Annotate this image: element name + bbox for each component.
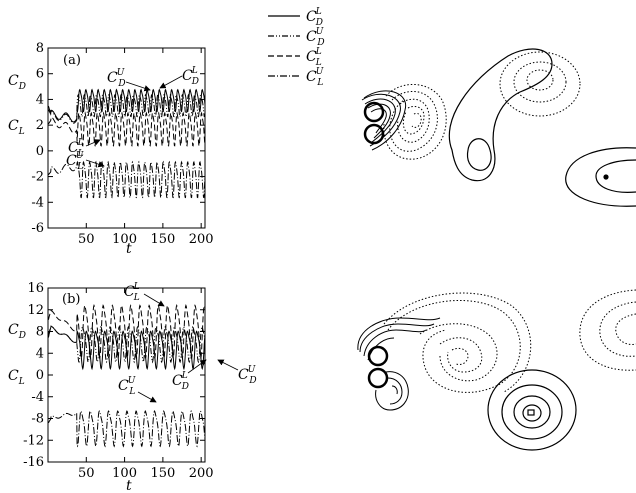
x-tick-label: 200 xyxy=(189,232,214,247)
panel-a-xlabel: t xyxy=(126,241,132,257)
series-line xyxy=(48,111,206,147)
y-tick-label: -16 xyxy=(23,455,44,470)
y-tick-label: 8 xyxy=(36,325,44,340)
x-tick-label: 150 xyxy=(150,466,175,481)
y-tick-label: -6 xyxy=(31,221,44,236)
panel-a-series xyxy=(47,88,206,199)
svg-text:CUL: CU L xyxy=(306,67,324,88)
near-wake-dotted-b xyxy=(383,292,532,393)
panel-b-arrow-cll xyxy=(143,293,165,307)
panel-a-annot-cdl: CL D xyxy=(182,66,199,87)
legend-item-clu: CU L xyxy=(268,67,324,88)
x-tick-label: 50 xyxy=(78,232,95,247)
y-tick-label: 12 xyxy=(27,303,44,318)
panel-a-ylabel-top: CD xyxy=(8,73,26,92)
panel-b-annot-cdl: CL D xyxy=(172,371,189,392)
near-wake-dotted-a xyxy=(383,83,447,160)
y-tick-label: 16 xyxy=(27,281,44,296)
panel-b-series xyxy=(47,304,206,448)
series-line xyxy=(47,304,206,361)
panel-a: 50 100 150 200 -6 -4 -2 0 2 4 6 8 (a) CD CL t CU D C… xyxy=(8,7,325,257)
series-line xyxy=(47,325,206,364)
far-vortex-dotted-b xyxy=(579,289,636,371)
x-tick-label: 100 xyxy=(112,466,137,481)
svg-text:CLD: CL D xyxy=(306,7,323,28)
series-line xyxy=(47,93,206,124)
panel-b-annot-clu: CU L xyxy=(118,376,136,397)
vorticity-contours-b xyxy=(357,289,636,451)
x-tick-label: 150 xyxy=(150,232,175,247)
y-tick-label: 8 xyxy=(36,41,44,56)
panel-a-ticks: 50 100 150 200 -6 -4 -2 0 2 4 6 8 xyxy=(31,41,213,247)
shed-vortex-solid-a xyxy=(448,48,553,182)
legend-item-cdu: CU D xyxy=(268,27,325,48)
panel-a-arrow-cdl xyxy=(159,75,183,89)
x-tick-label: 50 xyxy=(78,466,95,481)
y-tick-label: 4 xyxy=(36,92,44,107)
panel-b: 50 100 150 200 -16 -12 -8 -4 0 4 8 12 16 (b) CD CL t… xyxy=(8,281,257,493)
series-line xyxy=(47,88,206,123)
panel-a-annot-clu: CU L xyxy=(66,151,84,172)
svg-text:CLL: CL L xyxy=(306,47,322,68)
shed-vortex-solid-b xyxy=(487,369,577,451)
svg-text:CUD: CU D xyxy=(306,27,325,48)
x-tick-label: 200 xyxy=(189,466,214,481)
panel-b-ylabel-top: CD xyxy=(8,322,26,341)
panel-b-arrow-clu xyxy=(137,391,157,403)
y-tick-label: 6 xyxy=(36,67,44,82)
panel-b-ticks: 50 100 150 200 -16 -12 -8 -4 0 4 8 12 16 xyxy=(23,281,214,481)
shed-vortex-dotted-a xyxy=(499,51,581,117)
y-tick-label: 4 xyxy=(36,346,44,361)
panel-b-ylabel-bottom: CL xyxy=(8,368,25,387)
panel-b-annot-cdu: CU D xyxy=(238,365,257,386)
y-tick-label: 2 xyxy=(36,118,44,133)
panel-a-frame xyxy=(47,47,206,229)
panel-a-annot-cll: CL L xyxy=(68,138,84,159)
far-vortex-solid-a xyxy=(565,147,636,207)
near-wake-solid-a xyxy=(361,90,407,151)
legend-item-cdl: CL D xyxy=(268,7,323,28)
x-tick-label: 100 xyxy=(112,232,137,247)
panel-b-label: (b) xyxy=(62,292,80,307)
panel-b-arrow-cdl xyxy=(187,359,207,374)
legend-item-cll: CL L xyxy=(268,47,322,68)
y-tick-label: -8 xyxy=(31,412,44,427)
y-tick-label: -2 xyxy=(31,170,44,185)
panel-b-xlabel: t xyxy=(126,478,132,493)
series-line xyxy=(47,410,206,448)
near-wake-solid-b xyxy=(357,317,441,411)
cylinder-pair-b xyxy=(367,345,389,389)
panel-b-arrow-cdu xyxy=(217,359,239,371)
y-tick-label: -12 xyxy=(23,433,44,448)
panel-a-ylabel-bottom: CL xyxy=(8,118,25,137)
series-line xyxy=(48,160,206,199)
panel-b-annot-cll: CL L xyxy=(124,282,140,303)
vorticity-contours-a xyxy=(361,48,636,207)
panel-a-arrow-clu xyxy=(85,159,105,168)
y-tick-label: 0 xyxy=(36,368,44,383)
panel-a-annot-cdu: CU D xyxy=(107,68,126,89)
y-tick-label: -4 xyxy=(31,195,44,210)
panel-a-arrow-cdu xyxy=(125,81,151,92)
legend: CL D CU D CL L CU L xyxy=(268,7,325,88)
panel-a-arrow-cll xyxy=(85,139,101,147)
y-tick-label: -4 xyxy=(31,390,44,405)
panel-a-label: (a) xyxy=(63,53,81,68)
y-tick-label: 0 xyxy=(36,144,44,159)
